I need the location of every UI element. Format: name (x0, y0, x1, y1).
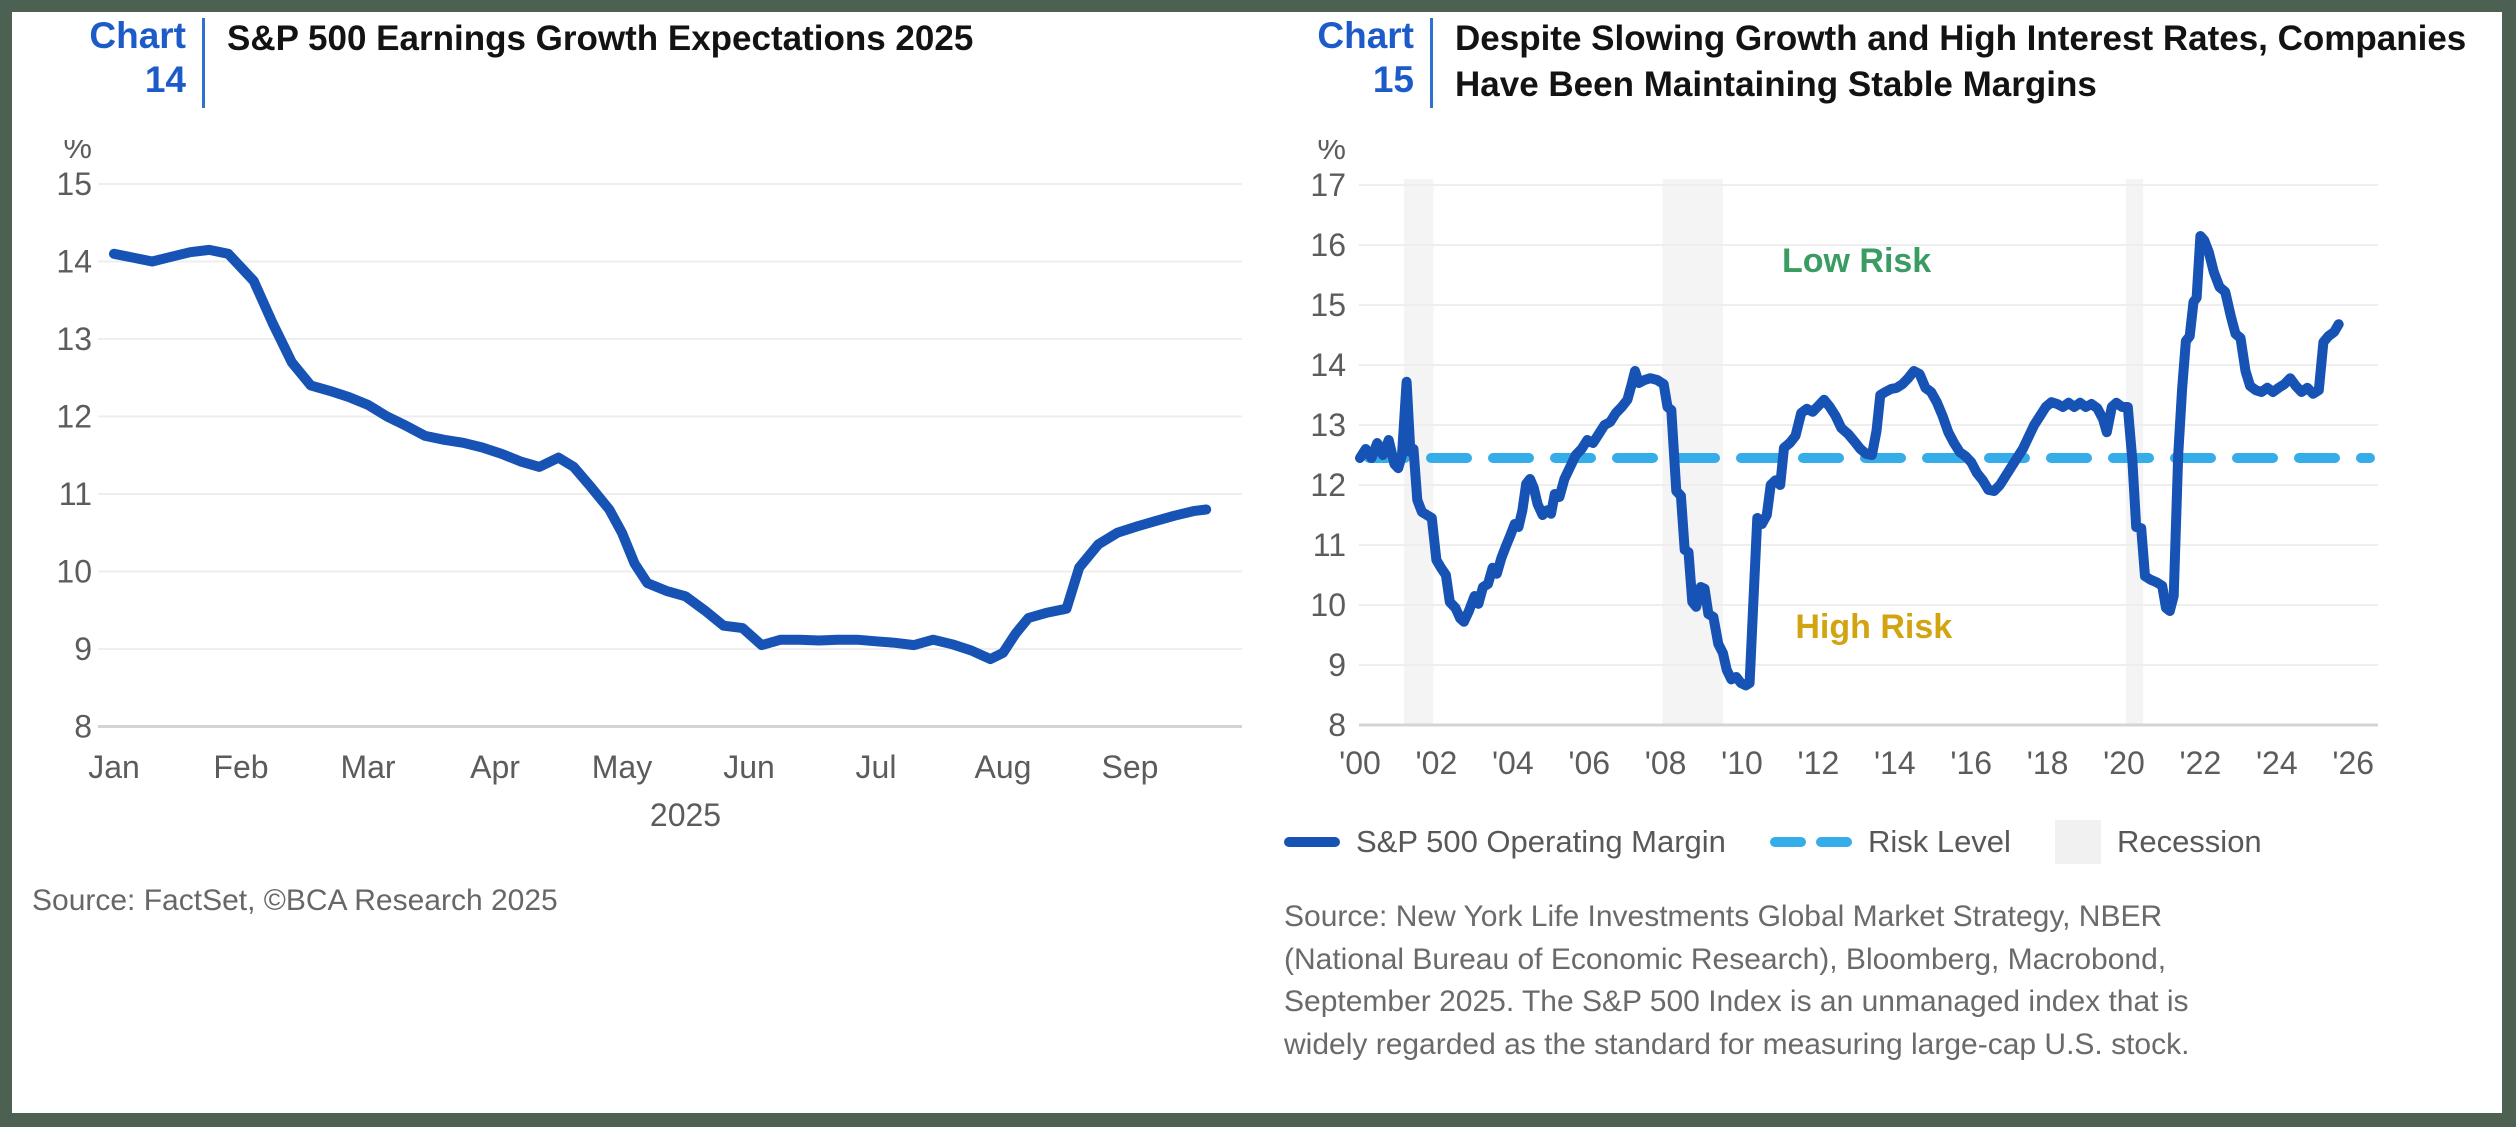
y-tick-label: 11 (1313, 527, 1346, 563)
y-tick-label: 14 (1310, 347, 1346, 383)
x-tick-label: Apr (470, 749, 520, 785)
legend-label: S&P 500 Operating Margin (1356, 824, 1726, 859)
legend-label: Risk Level (1867, 824, 2011, 859)
x-tick-label: '10 (1721, 745, 1763, 781)
y-tick-label: 12 (56, 399, 92, 435)
y-tick-label: 15 (56, 166, 92, 202)
x-tick-label: '12 (1798, 745, 1840, 781)
legend-label: Recession (2116, 824, 2262, 859)
chart15-title: Despite Slowing Growth and High Interest… (1455, 19, 2467, 104)
legend-item-operating-margin: S&P 500 Operating Margin (1284, 824, 1726, 860)
chart14-divider (202, 18, 205, 108)
chart14-label-number: 14 (144, 59, 186, 101)
x-tick-label: Sep (1102, 749, 1159, 785)
series-line (109, 244, 1212, 665)
x-tick-label: '14 (1874, 745, 1916, 781)
x-tick-label: May (592, 749, 652, 785)
x-tick-label: Jun (723, 749, 775, 785)
x-tick-label: '00 (1339, 745, 1381, 781)
y-tick-label: 8 (1328, 707, 1346, 743)
x-tick-label: Mar (340, 749, 395, 785)
y-axis-unit: % (1318, 140, 1346, 166)
chart15-figure: 8 9 10 11 12 13 14 15 16 17% '00 '02 '04 '06 '08 '10 '12… (1310, 140, 2378, 781)
x-tick-label: Jul (856, 749, 897, 785)
y-tick-label: 14 (56, 244, 92, 280)
y-tick-label: 9 (74, 631, 92, 667)
x-tick-label: '26 (2332, 745, 2374, 781)
chart14-figure: 8 9 10 11 12 13 14 15% Jan Feb Mar Apr May Jun Jul Aug S… (56, 140, 1242, 833)
x-tick-label: '18 (2027, 745, 2069, 781)
series-line (1355, 231, 2344, 691)
chart14-source: Source: FactSet, ©BCA Research 2025 (32, 884, 558, 917)
y-tick-label: 10 (1310, 587, 1346, 623)
y-tick-label: 8 (74, 709, 92, 745)
x-axis-year-note: 2025 (650, 797, 721, 833)
x-tick-label: '16 (1950, 745, 1992, 781)
chart14-label-word: Chart (89, 15, 186, 56)
y-tick-label: 13 (56, 321, 92, 357)
y-tick-label: 11 (59, 476, 92, 512)
chart14-label: Chart 14 (36, 14, 186, 103)
chart15-header: Chart 15 Despite Slowing Growth and High… (1264, 14, 2475, 108)
x-tick-label: '20 (2103, 745, 2145, 781)
y-tick-label: 15 (1310, 287, 1346, 323)
x-tick-label: Feb (213, 749, 268, 785)
chart15-divider (1430, 18, 1433, 108)
y-tick-label: 16 (1310, 227, 1346, 263)
y-tick-label: 13 (1310, 407, 1346, 443)
x-tick-label: '02 (1416, 745, 1458, 781)
chart15-label-number: 15 (1372, 59, 1414, 101)
y-axis-unit: % (64, 140, 92, 165)
x-tick-label: Aug (975, 749, 1032, 785)
y-tick-label: 12 (1310, 467, 1346, 503)
chart14-header: Chart 14 S&P 500 Earnings Growth Expecta… (36, 14, 973, 108)
legend-item-recession: Recession (2054, 820, 2262, 864)
chart15-source: Source: New York Life Investments Global… (1284, 900, 2190, 1061)
chart15-label: Chart 15 (1264, 14, 1414, 103)
line-swatch-icon (1284, 837, 1340, 847)
y-tick-label: 17 (1310, 167, 1346, 203)
x-tick-label: Jan (88, 749, 140, 785)
x-tick-label: '04 (1492, 745, 1534, 781)
chart15-legend: S&P 500 Operating Margin Risk Level Rece… (1284, 820, 2262, 864)
page-canvas: Chart 14 S&P 500 Earnings Growth Expecta… (12, 12, 2502, 1113)
chart14-title: S&P 500 Earnings Growth Expectations 202… (227, 19, 974, 58)
x-tick-label: '08 (1645, 745, 1687, 781)
chart15-label-word: Chart (1317, 15, 1414, 56)
dashed-line-swatch-icon (1769, 837, 1852, 847)
recession-swatch-icon (2054, 820, 2101, 864)
x-tick-label: '06 (1568, 745, 1610, 781)
y-tick-label: 10 (56, 554, 92, 590)
y-tick-label: 9 (1328, 647, 1346, 683)
x-tick-label: '24 (2256, 745, 2298, 781)
risk-annotation: High Risk (1795, 608, 1952, 646)
risk-annotation: Low Risk (1782, 242, 1931, 280)
legend-item-risk-level: Risk Level (1769, 824, 2011, 860)
x-tick-label: '22 (2180, 745, 2222, 781)
